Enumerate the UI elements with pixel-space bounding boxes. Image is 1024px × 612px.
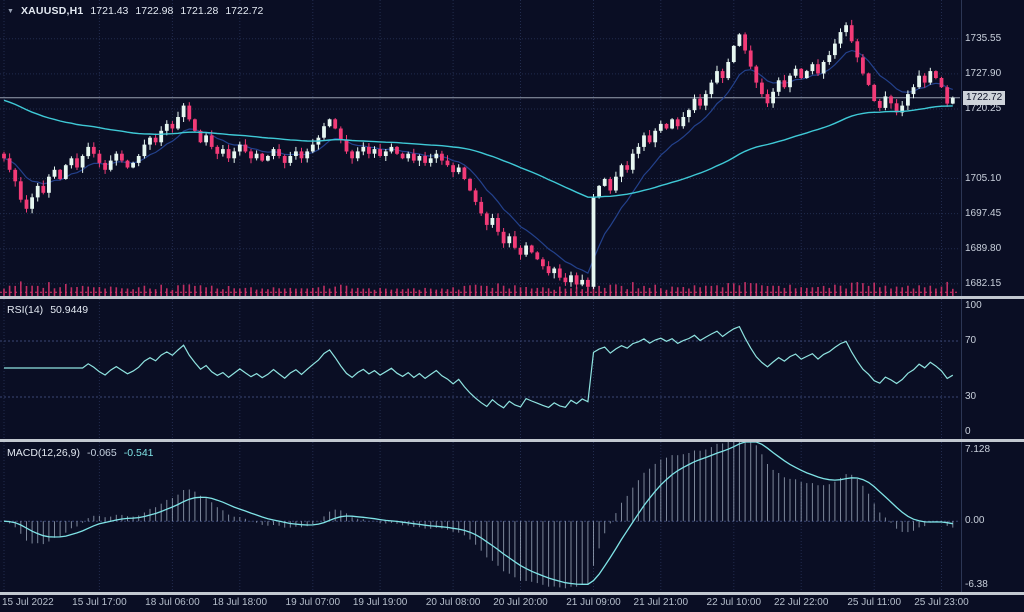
price-axis-label: 1689.80 [965, 242, 1002, 254]
macd-axis-label: 0.00 [965, 515, 985, 527]
macd-indicator-label: MACD(12,26,9) [7, 447, 80, 459]
price-axis-label: 1682.15 [965, 277, 1002, 289]
horizontal-gridlines [0, 38, 960, 285]
volume-layer [3, 252, 954, 296]
macd-axis-label: -6.38 [965, 579, 988, 590]
rsi-value: 50.9449 [50, 304, 89, 316]
time-axis-label: 19 Jul 19:00 [352, 597, 408, 608]
time-axis-label: 25 Jul 11:00 [847, 597, 902, 608]
rsi-title: RSI(14) 50.9449 [7, 304, 88, 316]
pane-separator-price-rsi[interactable] [0, 296, 1024, 299]
collapse-icon[interactable]: ▼ [7, 7, 14, 15]
time-axis[interactable]: 15 Jul 2022 15 Jul 17:00 18 Jul 06:00 18 Ju… [0, 594, 1024, 612]
time-axis-label: 20 Jul 08:00 [425, 597, 481, 608]
price-axis-label: 1727.90 [965, 67, 1002, 79]
time-axis-label: 18 Jul 06:00 [145, 597, 200, 608]
price-pane: ▼ XAUUSD,H1 1721.43 1722.98 1721.28 1722… [0, 0, 1024, 296]
rsi-chart-canvas[interactable] [0, 299, 961, 439]
low-value: 1721.28 [180, 5, 219, 17]
rsi-axis-label: 100 [965, 300, 982, 311]
pane-separator-bottom [0, 592, 1024, 595]
macd-axis-label: 7.128 [965, 444, 991, 455]
vertical-gridlines [3, 299, 942, 439]
high-value: 1722.98 [135, 5, 174, 17]
time-axis-label: 22 Jul 22:00 [773, 597, 829, 608]
ma-slow-line [3, 99, 953, 198]
macd-title: MACD(12,26,9) -0.065 -0.541 [7, 447, 154, 459]
rsi-line [4, 325, 954, 409]
price-axis-label: 1720.25 [965, 103, 1002, 114]
time-axis-label: 15 Jul 17:00 [72, 597, 127, 608]
symbol-period-label: XAUUSD,H1 [20, 5, 84, 17]
rsi-axis-label: 0 [965, 426, 971, 437]
price-chart-canvas[interactable] [0, 0, 961, 296]
time-axis-label: 22 Jul 10:00 [706, 597, 762, 608]
rsi-axis-label: 70 [965, 335, 977, 346]
time-axis-label: 15 Jul 2022 [2, 597, 54, 608]
candles-layer [2, 19, 955, 292]
ma-fast-line [3, 49, 953, 274]
price-axis-label: 1697.45 [965, 207, 1002, 219]
open-value: 1721.43 [90, 5, 129, 17]
macd-signal-line [3, 442, 953, 585]
time-axis-label: 18 Jul 18:00 [212, 597, 268, 608]
time-axis-label: 21 Jul 21:00 [633, 597, 689, 608]
price-axis-label: 1705.10 [965, 172, 1002, 184]
chart-title: ▼ XAUUSD,H1 1721.43 1722.98 1721.28 1722… [7, 5, 263, 17]
time-axis-label: 25 Jul 23:00 [914, 597, 969, 608]
macd-main-value: -0.065 [86, 447, 117, 459]
time-axis-label: 21 Jul 09:00 [566, 597, 621, 608]
macd-pane: MACD(12,26,9) -0.065 -0.541 [0, 442, 1024, 592]
close-value: 1722.72 [225, 5, 264, 17]
price-axis-label: 1735.55 [965, 32, 1002, 44]
macd-chart-canvas[interactable] [0, 442, 961, 592]
time-axis-label: 20 Jul 20:00 [493, 597, 548, 608]
rsi-indicator-label: RSI(14) [7, 304, 44, 316]
current-price-label: 1722.72 [963, 90, 1006, 105]
macd-histogram [9, 442, 954, 589]
time-axis-label: 19 Jul 07:00 [285, 597, 341, 608]
rsi-axis-label: 30 [965, 391, 977, 402]
rsi-pane: RSI(14) 50.9449 [0, 299, 1024, 439]
price-axis[interactable]: 1722.72 1735.55 1727.90 1720.25 1705.10 1697… [962, 0, 1024, 592]
macd-signal-value: -0.541 [123, 447, 154, 459]
pane-separator-rsi-macd[interactable] [0, 439, 1024, 442]
